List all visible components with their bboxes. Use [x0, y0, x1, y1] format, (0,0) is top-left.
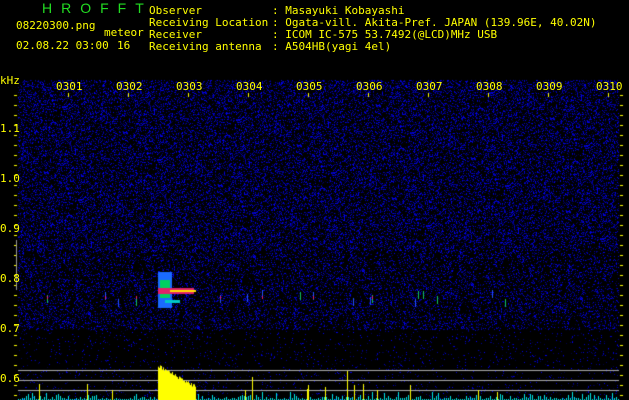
y-tick-label: 1.1 — [0, 122, 20, 135]
file-name: 08220300.png — [16, 19, 96, 32]
info-key: Receiving Location — [149, 16, 269, 29]
observer-value: Masayuki Kobayashi — [285, 4, 405, 17]
info-value: : Masayuki Kobayashi — [272, 4, 405, 17]
info-key: Receiver — [149, 28, 202, 41]
receiver-value: ICOM IC-575 53.7492(@LCD)MHz USB — [285, 28, 498, 41]
y-axis-unit: kHz — [0, 74, 20, 87]
info-key: Observer — [149, 4, 202, 17]
y-tick-label: 0.7 — [0, 322, 20, 335]
info-value: : Ogata-vill. Akita-Pref. JAPAN (139.96E… — [272, 16, 597, 29]
x-tick-label: 0302 — [116, 80, 143, 93]
x-tick-label: 0301 — [56, 80, 83, 93]
info-value: : ICOM IC-575 53.7492(@LCD)MHz USB — [272, 28, 498, 41]
x-tick-label: 0309 — [536, 80, 563, 93]
meteor-count: 16 — [117, 39, 131, 52]
antenna-value: A504HB(yagi 4el) — [285, 40, 392, 53]
info-key: Receiving antenna — [149, 40, 262, 53]
x-tick-label: 0303 — [176, 80, 203, 93]
x-tick-label: 0307 — [416, 80, 443, 93]
x-tick-label: 0308 — [476, 80, 503, 93]
info-value: : A504HB(yagi 4el) — [272, 40, 392, 53]
meteor-label: meteor — [104, 26, 144, 39]
y-tick-label: 0.6 — [0, 372, 20, 385]
x-tick-label: 0304 — [236, 80, 263, 93]
y-tick-label: 1.0 — [0, 172, 20, 185]
location-value: Ogata-vill. Akita-Pref. JAPAN (139.96E, … — [285, 16, 597, 29]
x-tick-label: 0306 — [356, 80, 383, 93]
x-tick-label: 0310 — [596, 80, 623, 93]
y-tick-label: 0.8 — [0, 272, 20, 285]
x-tick-label: 0305 — [296, 80, 323, 93]
app-title: HROFFT — [42, 0, 153, 16]
y-tick-label: 0.9 — [0, 222, 20, 235]
file-datetime: 02.08.22 03:00 — [16, 39, 109, 52]
